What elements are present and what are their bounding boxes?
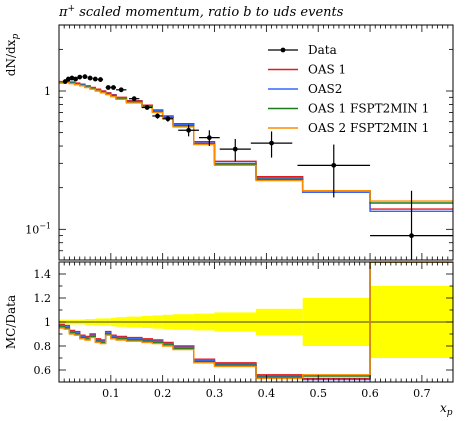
data-point xyxy=(331,162,337,168)
data-point xyxy=(186,127,192,133)
y-tick-label-ratio: 1.4 xyxy=(34,268,52,281)
legend-entry-data: Data xyxy=(268,43,337,57)
data-point xyxy=(269,140,274,146)
data-point xyxy=(131,96,137,102)
y-tick-label-main-base: 10 xyxy=(25,223,39,236)
chart-title: π+ scaled momentum, ratio b to uds event… xyxy=(58,4,344,20)
legend-entry: OAS 2 FSPT2MIN 1 xyxy=(268,121,429,135)
data-point xyxy=(82,74,88,80)
x-tick-label: 0.3 xyxy=(206,387,224,400)
y-tick-label-main-base: 1 xyxy=(44,85,51,98)
histogram-line xyxy=(59,80,453,210)
x-axis-label: xp xyxy=(440,401,453,418)
y-tick-label-ratio: 0.6 xyxy=(34,364,52,377)
data-point xyxy=(118,87,124,93)
data-point xyxy=(77,74,83,80)
x-tick-label: 0.1 xyxy=(102,387,120,400)
y-tick-label-ratio: 1.2 xyxy=(34,292,52,305)
data-point xyxy=(73,76,78,82)
main-plot-panel: 1 10−1 xyxy=(25,24,454,261)
y-axis-label-ratio: MC/Data xyxy=(4,295,18,349)
x-tick-label: 0.7 xyxy=(413,387,431,400)
legend-label: OAS 1 FSPT2MIN 1 xyxy=(308,102,429,116)
y-axis-label-main: dN/dxp xyxy=(4,34,21,77)
data-point xyxy=(232,146,238,152)
y-tick-label-main-exp: −1 xyxy=(39,221,51,230)
data-point xyxy=(165,116,171,122)
legend-label: OAS 2 FSPT2MIN 1 xyxy=(308,121,429,135)
ratio-plot-panel: 0.1 0.2 0.3 0.4 0.5 0.6 0.7 0.6 0.8 1 1.2 1.4 xyxy=(34,261,454,400)
data-point xyxy=(98,77,103,82)
legend: Data OAS 1 OAS2 OAS 1 FSPT2MIN 1 OAS 2 FSPT2… xyxy=(268,43,429,135)
data-point xyxy=(144,105,150,110)
data-point xyxy=(69,75,75,81)
histogram-line xyxy=(59,81,453,202)
y-tick-label-ratio: 0.8 xyxy=(34,340,52,353)
data-point xyxy=(92,76,98,82)
x-tick-label: 0.6 xyxy=(361,387,379,400)
data-point xyxy=(111,85,116,90)
legend-data-marker xyxy=(280,47,286,53)
x-tick-label: 0.5 xyxy=(309,387,327,400)
ratio-histograms xyxy=(59,262,453,381)
legend-entry: OAS 1 FSPT2MIN 1 xyxy=(268,102,429,116)
legend-label: Data xyxy=(308,43,337,57)
legend-entry: OAS2 xyxy=(268,82,342,96)
data-point xyxy=(105,85,111,90)
data-point xyxy=(409,233,414,239)
main-frame xyxy=(58,24,454,261)
legend-label: OAS 1 xyxy=(308,63,346,77)
data-point xyxy=(87,75,93,81)
data-point xyxy=(155,113,160,119)
legend-label: OAS2 xyxy=(308,82,342,96)
mc-histograms xyxy=(59,80,453,212)
y-tick-label-main: 1 xyxy=(44,85,51,98)
data-points xyxy=(62,74,453,260)
data-point xyxy=(65,76,71,82)
x-tick-label: 0.4 xyxy=(258,387,276,400)
data-point xyxy=(206,135,212,141)
ratio-line xyxy=(59,262,453,380)
x-tick-label: 0.2 xyxy=(154,387,172,400)
y-tick-label-main: 10−1 xyxy=(25,221,51,236)
y-tick-label-ratio: 1 xyxy=(44,316,51,329)
legend-entry: OAS 1 xyxy=(268,63,346,77)
